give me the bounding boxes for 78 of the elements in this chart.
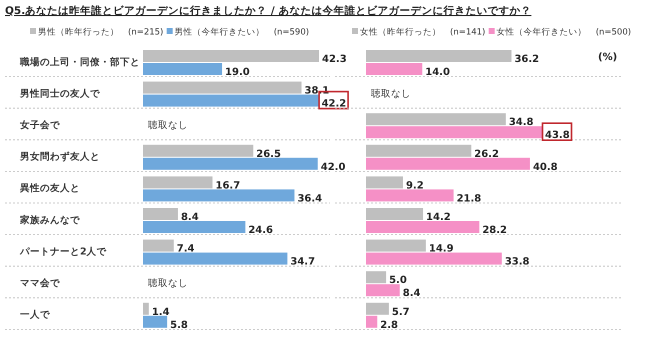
bar (143, 252, 288, 265)
data-label: 5.8 (170, 320, 188, 331)
bar (366, 176, 403, 188)
data-label: 1.4 (152, 306, 170, 318)
chart-title: Q5.あなたは昨年誰とビアガーデンに行きましたか？ / あなたは今年誰とビアガーデンに行きたいですか？ (5, 4, 532, 17)
bar (366, 240, 426, 252)
bar (366, 158, 530, 170)
data-label: 34.8 (508, 117, 534, 128)
text: (%) (598, 52, 618, 63)
data-label: 5.0 (389, 275, 407, 286)
data-label: 14.2 (426, 212, 451, 223)
y-tick-label: パートナーと2人で (19, 245, 108, 258)
legend-label: 女性（昨年行った） (n=141) (360, 26, 486, 38)
bar (366, 144, 472, 157)
data-label: 42.2 (322, 98, 346, 110)
bar (143, 50, 319, 62)
y-tick-label: 異性の友人と (19, 182, 80, 194)
data-label: 19.0 (225, 67, 250, 78)
y-tick-label: 男性同士の友人で (19, 87, 101, 100)
data-label: 38.1 (304, 86, 330, 97)
y-tick-label: 女子会で (19, 119, 61, 131)
bar (366, 316, 378, 328)
data-label: 16.7 (215, 180, 240, 192)
data-label: 42.0 (320, 162, 346, 173)
data-label: 40.8 (532, 162, 558, 173)
bar (366, 221, 480, 233)
bar (143, 82, 302, 94)
y-tick-label: ママ会で (20, 277, 61, 289)
bar (143, 144, 254, 157)
bar (366, 252, 502, 265)
data-label: 26.5 (256, 148, 281, 160)
bar (143, 208, 178, 220)
annotation: 聴取なし (148, 119, 188, 131)
data-label: 43.8 (545, 130, 570, 142)
bar (143, 176, 212, 188)
annotation: 聴取なし (371, 87, 411, 100)
bar (366, 189, 454, 202)
data-label: 21.8 (456, 193, 482, 204)
data-label: 8.4 (180, 212, 199, 223)
bar (366, 271, 386, 284)
bar (143, 189, 294, 202)
data-label: 14.9 (428, 244, 454, 255)
bar (143, 221, 246, 233)
bar (366, 50, 512, 62)
data-label: 26.2 (474, 148, 499, 160)
bar (366, 302, 389, 315)
data-label: 9.2 (406, 180, 424, 192)
bar (143, 240, 174, 252)
data-label: 34.7 (290, 256, 316, 268)
data-label: 14.0 (425, 67, 450, 78)
data-label: 28.2 (482, 225, 508, 236)
data-label: 24.6 (248, 225, 274, 236)
bar (366, 208, 424, 220)
bar (143, 158, 318, 170)
annotation: 聴取なし (148, 277, 188, 289)
data-label: 2.8 (380, 320, 398, 331)
bar (143, 94, 319, 107)
legend-label: 男性（今年行きたい） (n=590) (174, 26, 310, 38)
legend-label: 男性（昨年行った） (n=215) (38, 26, 164, 38)
bar (143, 316, 168, 328)
data-label: 42.3 (322, 54, 347, 65)
bar (143, 63, 222, 75)
data-label: 36.2 (514, 54, 540, 65)
y-tick-label: 一人で (20, 308, 51, 321)
data-label: 8.4 (402, 288, 421, 300)
bar (366, 113, 506, 126)
bar (143, 302, 149, 315)
bar (366, 126, 542, 138)
data-label: 7.4 (176, 244, 195, 255)
legend-label: 女性（今年行きたい） (n=500) (496, 26, 632, 38)
data-label: 33.8 (504, 256, 530, 268)
y-tick-label: 男女問わず友人と (19, 150, 100, 163)
bar (366, 63, 422, 75)
y-tick-label: 家族みんなで (19, 214, 81, 226)
y-tick-label: 職場の上司・同僚・部下と (19, 56, 140, 68)
bar (366, 284, 400, 296)
data-label: 5.7 (392, 306, 410, 318)
data-label: 36.4 (297, 193, 322, 204)
